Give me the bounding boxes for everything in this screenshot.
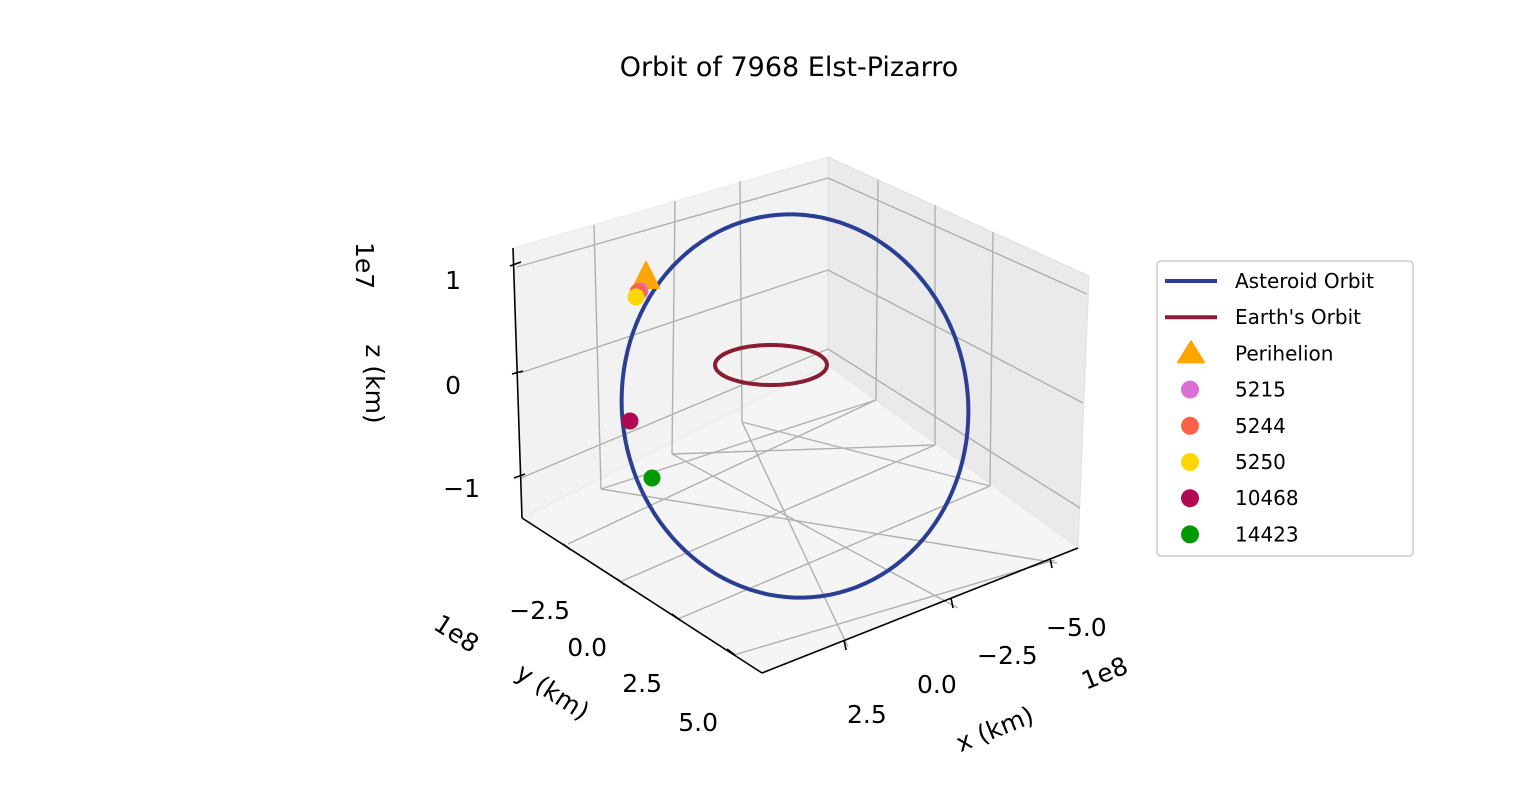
legend: Asteroid Orbit Earth's Orbit Perihelion 521…: [1156, 260, 1414, 557]
legend-label: 5244: [1235, 414, 1286, 438]
z-offset-text: 1e7: [350, 242, 379, 289]
z-tick-label: 0: [445, 371, 461, 400]
legend-swatch-triangle: [1177, 340, 1205, 364]
legend-label: 10468: [1235, 486, 1299, 510]
legend-label: 5215: [1235, 378, 1286, 402]
z-tick-label: −1: [443, 474, 480, 503]
y-axis-line: [521, 517, 763, 674]
axis-lines: [512, 247, 1079, 674]
x-tick-label: 2.5: [847, 700, 887, 729]
legend-label: Perihelion: [1235, 341, 1333, 365]
asteroid-orbit-line: [619, 212, 971, 600]
y-axis-label: y (km): [511, 658, 595, 726]
grid: [516, 177, 1088, 656]
legend-label: Asteroid Orbit: [1235, 269, 1374, 293]
x-axis-label: x (km): [952, 700, 1038, 757]
y-tick-label: 0.0: [567, 633, 607, 662]
point-5250: [627, 288, 645, 306]
chart-title: Orbit of 7968 Elst-Pizarro: [620, 52, 959, 83]
legend-swatch-dot: [1181, 525, 1199, 544]
data-layer: [619, 212, 971, 600]
y-tick-label: −2.5: [509, 596, 570, 625]
tick-marks: [509, 261, 1053, 656]
x-tick-label: 0.0: [917, 670, 957, 699]
legend-swatch-dot: [1181, 453, 1199, 471]
legend-label: 14423: [1235, 522, 1299, 546]
legend-label: 5250: [1235, 450, 1286, 474]
earth-orbit-line: [712, 343, 830, 387]
legend-swatch-dot: [1181, 489, 1199, 508]
point-10468: [621, 412, 639, 430]
legend-swatch-dot: [1181, 380, 1199, 399]
z-axis-label: z (km): [360, 344, 389, 423]
point-14423: [643, 469, 661, 487]
y-tick-label: 5.0: [678, 708, 718, 737]
legend-label: Earth's Orbit: [1235, 305, 1361, 329]
x-tick-label: −5.0: [1046, 613, 1107, 642]
y-tick-label: 2.5: [622, 669, 662, 698]
legend-frame: [1156, 260, 1414, 557]
legend-swatch-dot: [1181, 416, 1199, 435]
x-offset-text: 1e8: [1077, 651, 1132, 696]
y-offset-text: 1e8: [429, 609, 484, 659]
x-tick-label: −2.5: [977, 641, 1038, 670]
z-axis-line: [512, 247, 523, 519]
z-tick-label: 1: [445, 266, 461, 295]
x-axis-line: [761, 547, 1079, 674]
